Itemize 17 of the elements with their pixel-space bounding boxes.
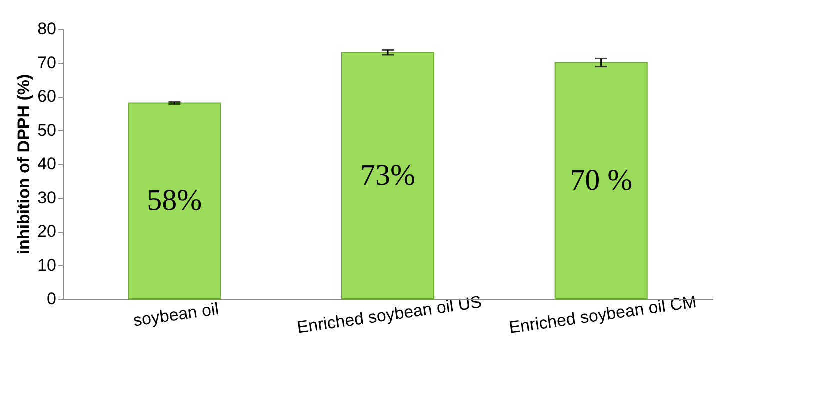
y-tick-label: 0 (47, 290, 56, 308)
bar (128, 102, 222, 300)
y-tick-label: 20 (38, 222, 56, 241)
x-tick-label: soybean oil (132, 300, 220, 330)
y-tick-label: 30 (38, 188, 56, 208)
y-tick-label: 60 (38, 87, 56, 106)
y-tick-label: 10 (38, 256, 56, 275)
data-label: 70 % (570, 164, 633, 197)
y-tick-label: 70 (38, 53, 56, 72)
y-axis-title: inhibition of DPPH (%) (14, 74, 34, 255)
data-label: 58% (147, 184, 202, 218)
y-tick-label: 50 (38, 120, 56, 140)
y-tick-label: 40 (38, 154, 56, 174)
y-tick-label: 80 (38, 20, 56, 38)
data-label: 73% (360, 158, 416, 192)
bar (342, 52, 434, 300)
bar (554, 62, 648, 300)
